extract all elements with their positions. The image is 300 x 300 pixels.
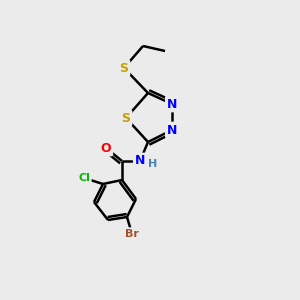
Text: S: S	[119, 61, 128, 74]
Text: H: H	[148, 159, 158, 169]
Text: Cl: Cl	[78, 173, 90, 183]
Text: N: N	[167, 98, 177, 110]
Text: S: S	[122, 112, 130, 124]
Text: Br: Br	[125, 229, 139, 239]
Text: N: N	[135, 154, 145, 167]
Text: N: N	[167, 124, 177, 136]
Text: O: O	[101, 142, 111, 154]
